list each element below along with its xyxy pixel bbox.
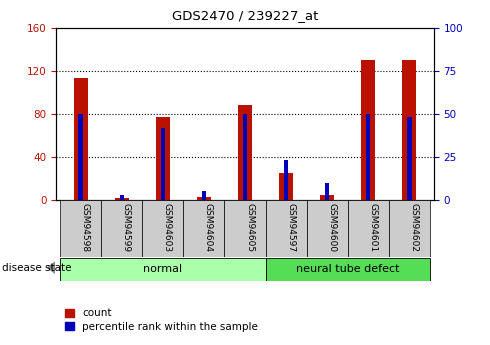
Text: disease state: disease state [2, 263, 72, 273]
Bar [284, 160, 289, 200]
Text: GSM94598: GSM94598 [81, 203, 90, 252]
Text: GSM94601: GSM94601 [368, 203, 377, 252]
Bar [120, 195, 124, 200]
Bar [183, 200, 224, 257]
Bar [115, 198, 129, 200]
Text: GSM94603: GSM94603 [163, 203, 172, 252]
Text: GSM94604: GSM94604 [204, 203, 213, 252]
Bar [224, 200, 266, 257]
Bar [197, 197, 211, 200]
Bar [307, 200, 347, 257]
Text: GSM94597: GSM94597 [286, 203, 295, 252]
Bar [238, 105, 252, 200]
Polygon shape [47, 261, 55, 274]
Bar [78, 114, 83, 200]
Text: GSM94600: GSM94600 [327, 203, 336, 252]
Bar [243, 114, 247, 200]
Bar [266, 257, 430, 281]
Bar [279, 173, 293, 200]
Text: neural tube defect: neural tube defect [296, 264, 399, 274]
Bar [361, 60, 375, 200]
Text: normal: normal [144, 264, 183, 274]
Bar [366, 114, 370, 200]
Text: GDS2470 / 239227_at: GDS2470 / 239227_at [172, 9, 318, 22]
Text: GSM94599: GSM94599 [122, 203, 131, 252]
Bar [402, 60, 416, 200]
Bar [324, 183, 329, 200]
Bar [74, 78, 88, 200]
Bar [60, 200, 101, 257]
Bar [60, 257, 266, 281]
Bar [389, 200, 430, 257]
Legend: count, percentile rank within the sample: count, percentile rank within the sample [62, 305, 261, 335]
Bar [407, 117, 412, 200]
Text: GSM94602: GSM94602 [409, 203, 418, 252]
Bar [156, 117, 170, 200]
Bar [201, 191, 206, 200]
Bar [266, 200, 307, 257]
Text: GSM94605: GSM94605 [245, 203, 254, 252]
Bar [347, 200, 389, 257]
Bar [143, 200, 183, 257]
Bar [161, 128, 166, 200]
Bar [101, 200, 143, 257]
Bar [320, 195, 334, 200]
